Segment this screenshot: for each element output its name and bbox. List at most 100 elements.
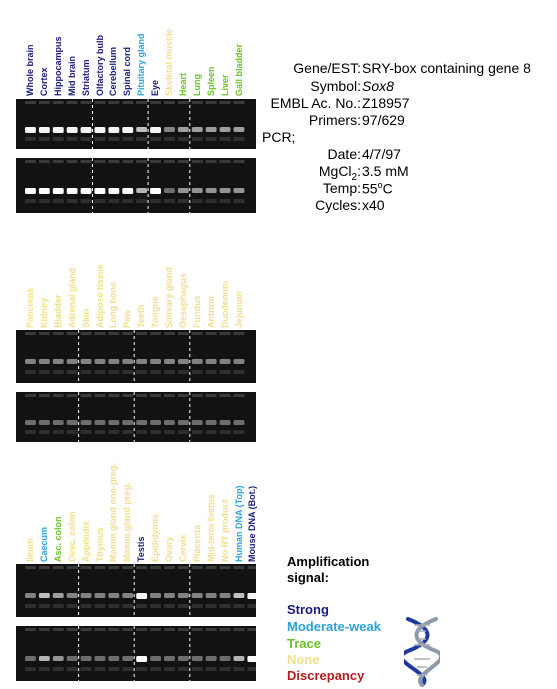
gel-smear [177, 137, 189, 141]
lane-label: Skin [80, 308, 91, 328]
gel-band [122, 656, 134, 661]
gel-well [150, 332, 161, 335]
gel-smear [66, 604, 78, 608]
lane-label: Pituitary gland [136, 33, 147, 96]
gel-band [66, 656, 78, 661]
lane-label: Oesophagus [177, 273, 188, 328]
gel-band [108, 420, 120, 425]
gel-image [25, 99, 245, 149]
gel-well [122, 332, 134, 335]
gel-band [177, 656, 189, 661]
gel-well [38, 628, 50, 631]
embl-value: Z18957 [362, 95, 410, 111]
lane-label: Ileum [25, 538, 35, 562]
gel-smear [122, 604, 134, 608]
gel-band [52, 656, 64, 661]
gel-well [52, 628, 64, 631]
gel-band [122, 420, 134, 425]
gel-band [164, 420, 175, 425]
gel-well [150, 628, 161, 631]
lane-label: Kidney [38, 297, 49, 328]
gel-band [80, 188, 92, 194]
mgcl-label-main: MgCl [318, 163, 352, 179]
lane-label: Striatum [80, 59, 91, 96]
gel-image [25, 330, 245, 383]
gel-well [52, 566, 64, 569]
gel-band [66, 593, 78, 598]
lane-label: Duodenum [219, 281, 230, 328]
gel-well [25, 101, 36, 104]
lane-label: Mamm.gland preg. [122, 482, 133, 562]
gel-smear [38, 370, 50, 374]
gel-band [150, 359, 161, 364]
gel-band [233, 593, 245, 598]
gel-well [38, 101, 50, 104]
lane-label: Liver [219, 74, 230, 96]
lane-label: Testis [136, 536, 147, 562]
gel-well [66, 160, 78, 163]
gel-well [94, 628, 106, 631]
gel-smear [233, 370, 245, 374]
gel-well [38, 394, 50, 397]
gel-well [205, 628, 217, 631]
lane-label: Thymus [94, 527, 105, 562]
gel-well [136, 628, 148, 631]
mgcl-label-subscript: 2 [351, 171, 358, 183]
gel-smear [205, 430, 217, 434]
lane-label: Jejunum [233, 290, 244, 328]
gel-band [177, 593, 189, 598]
gel-band [205, 127, 217, 132]
lane-label: Spinal cord [122, 46, 133, 96]
gel-smear [164, 199, 175, 203]
gel-smear [122, 199, 134, 203]
lane-label: Epididymis [150, 513, 161, 562]
lane-label: Teeth [136, 304, 147, 328]
gel-smear [150, 667, 161, 671]
embl-label: EMBL Ac. No.: [270, 95, 361, 111]
gel-band [80, 420, 92, 425]
gel-band [219, 359, 231, 364]
gel-well [150, 101, 161, 104]
gel-band [52, 359, 64, 364]
gel-well [122, 101, 134, 104]
gel-band [219, 420, 231, 425]
gel-smear [108, 430, 120, 434]
gel-band [80, 656, 92, 661]
gel-smear [52, 667, 64, 671]
lane-label: Tongue [150, 296, 161, 328]
gel-image [25, 626, 256, 681]
gel-well [52, 101, 64, 104]
gel-smear [38, 199, 50, 203]
gel-band [233, 359, 245, 364]
gel-well [52, 394, 64, 397]
gel-smear [80, 667, 92, 671]
gel-well [191, 160, 203, 163]
gel-band [233, 127, 245, 132]
gel-well [205, 394, 217, 397]
gel-band [52, 127, 64, 133]
gel-band [38, 593, 50, 598]
gel-well [150, 160, 161, 163]
gel-well [191, 394, 203, 397]
gel-smear [80, 199, 92, 203]
primers-label: Primers: [308, 112, 361, 128]
gel-band [150, 127, 161, 133]
gel-smear [52, 137, 64, 141]
gel-well [164, 332, 175, 335]
gel-well [219, 160, 231, 163]
gel-well [177, 160, 189, 163]
gel-well [25, 394, 36, 397]
gel-band [136, 656, 148, 662]
gel-band [191, 593, 203, 598]
gel-band [38, 420, 50, 425]
lane-label: Placenta [191, 524, 202, 562]
gel-well [80, 332, 92, 335]
gel-well [150, 566, 161, 569]
gel-smear [177, 370, 189, 374]
gel-smear [164, 370, 175, 374]
gel-band [191, 420, 203, 425]
lane-label: Pancreas [25, 287, 35, 328]
lane-label: Mid brain [66, 56, 77, 96]
gel-well [191, 332, 203, 335]
gel-smear [38, 430, 50, 434]
